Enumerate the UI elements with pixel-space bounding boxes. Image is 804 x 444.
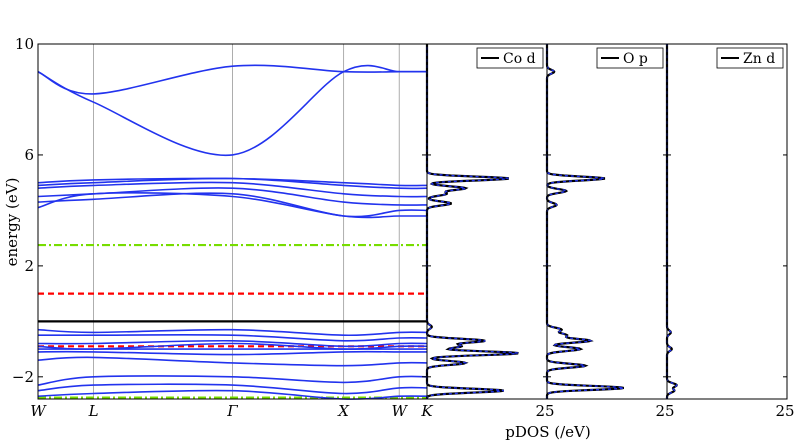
pdos-panel: 25 O p xyxy=(545,43,675,420)
band-line xyxy=(37,181,428,198)
legend-box xyxy=(716,47,784,69)
pdos-panel: 25 Zn d xyxy=(665,43,795,420)
pdos-panel: 25 Co d xyxy=(425,43,555,420)
pdos-frame xyxy=(426,43,548,400)
band-line xyxy=(37,192,428,218)
kpoint-label: W xyxy=(392,402,409,420)
pdos-frame xyxy=(546,43,668,400)
legend-label: Zn d xyxy=(743,51,775,67)
pdos-curve-projected xyxy=(546,44,624,399)
y-tick-label: 10 xyxy=(15,35,34,53)
x-axis-label-pdos: pDOS (/eV) xyxy=(505,423,590,441)
pdos-frame xyxy=(666,43,788,400)
x-tick-label: 25 xyxy=(655,402,674,420)
legend-box xyxy=(476,47,544,69)
pdos-curve-total xyxy=(425,44,519,399)
y-axis-label: energy (eV) xyxy=(3,178,21,267)
kpoint-label: L xyxy=(88,402,99,420)
kpoint-label: W xyxy=(30,402,47,420)
band-line xyxy=(37,192,427,219)
band-line xyxy=(37,375,428,386)
band-line xyxy=(37,350,427,356)
band-line xyxy=(37,356,428,367)
band-line xyxy=(37,383,428,395)
pdos-panels: 25 Co d 25 O p 25 Zn d xyxy=(425,43,795,420)
legend-box xyxy=(596,47,664,69)
band-line xyxy=(37,328,428,337)
kpoint-label: X xyxy=(337,402,350,420)
band-line xyxy=(37,389,428,400)
y-tick-label: 6 xyxy=(24,146,34,164)
x-tick-label: 25 xyxy=(535,402,554,420)
legend-label: Co d xyxy=(503,51,536,67)
y-tick-label: 2 xyxy=(24,257,34,275)
band-line xyxy=(37,177,428,190)
kpoint-label: K xyxy=(420,402,433,420)
y-tick-label: −2 xyxy=(12,368,34,386)
band-line xyxy=(37,64,427,157)
kpoint-label: Γ xyxy=(226,402,238,420)
legend-label: O p xyxy=(623,51,648,67)
band-line xyxy=(37,339,428,348)
pdos-curve-projected xyxy=(426,44,519,399)
pdos-curve-projected xyxy=(666,44,678,399)
x-tick-label: 25 xyxy=(775,402,794,420)
band-line xyxy=(38,334,428,342)
